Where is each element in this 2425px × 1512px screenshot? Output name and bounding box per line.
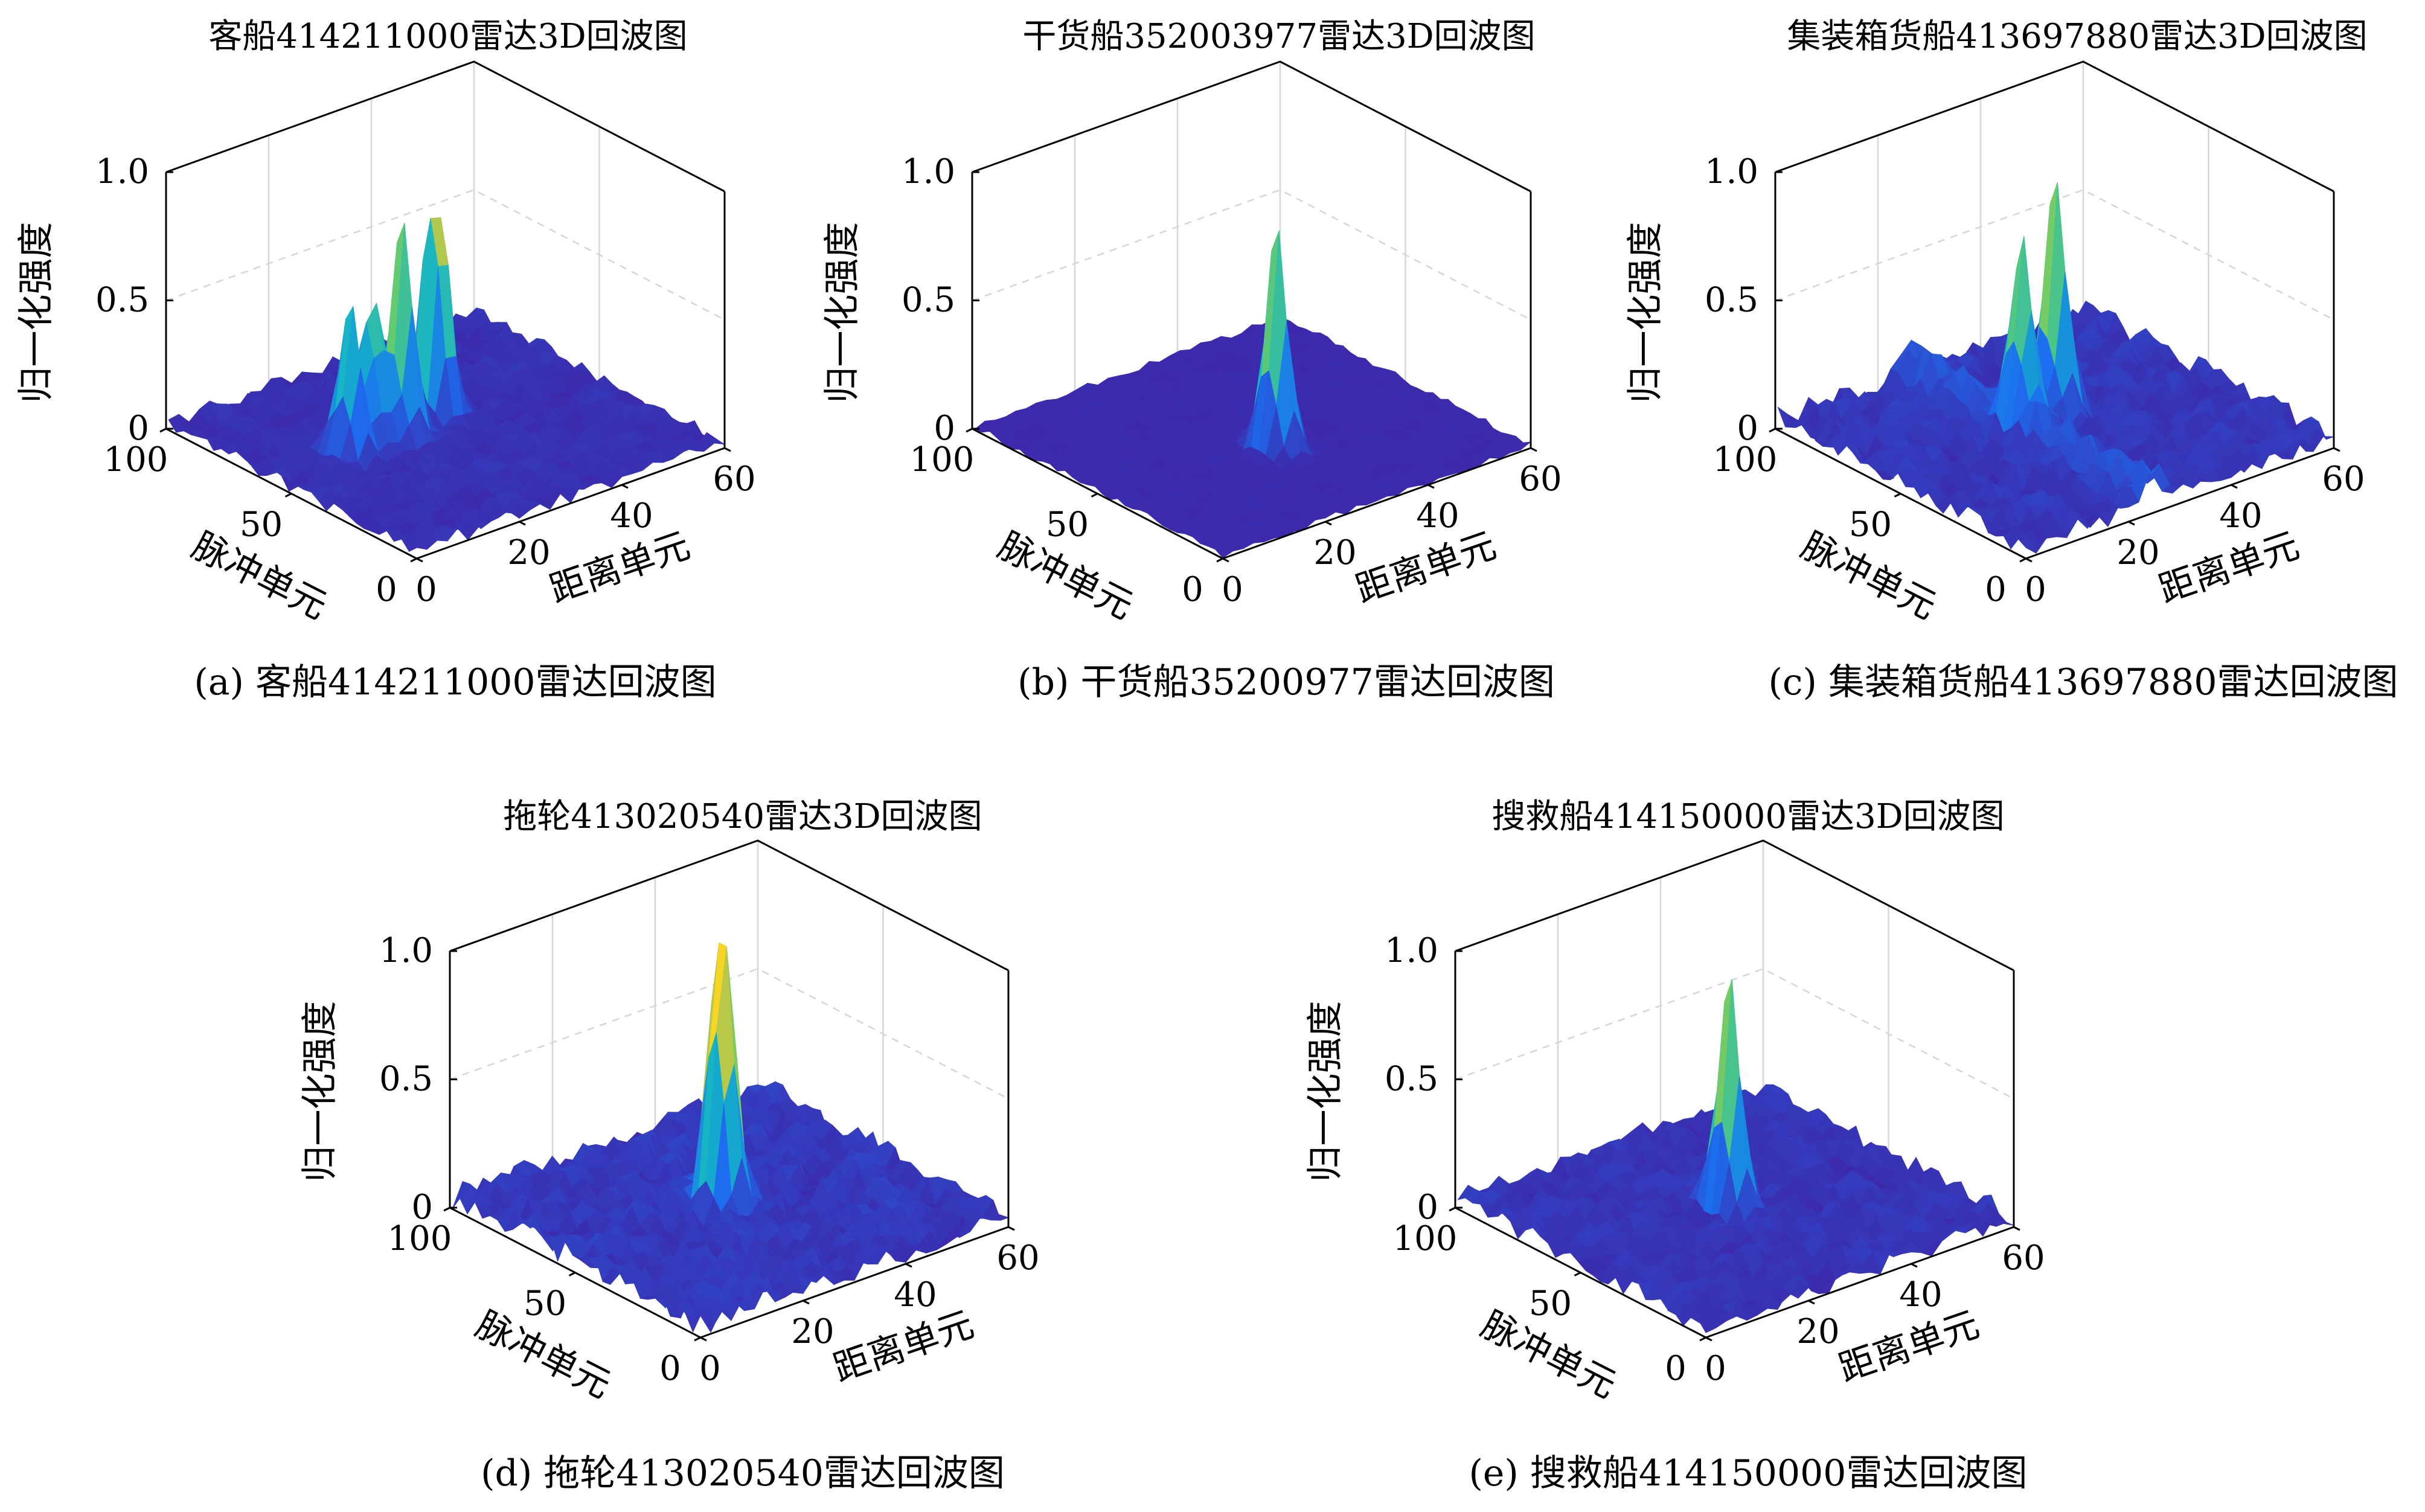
y-tick-label: 50 <box>1046 505 1089 545</box>
z-tick-label: 0 <box>1737 409 1758 448</box>
chart-title: 干货船352003977雷达3D回波图 <box>1022 17 1535 56</box>
z-tick-label: 1.0 <box>95 152 149 191</box>
y-tick-label: 0 <box>1182 570 1203 609</box>
z-tick-label: 0.5 <box>902 281 955 320</box>
x-tick-label: 0 <box>699 1349 721 1388</box>
x-tick-label: 60 <box>713 460 755 499</box>
z-tick-label: 1.0 <box>1705 152 1758 191</box>
box-top-edge <box>450 841 1008 970</box>
x-tick-label: 0 <box>2025 570 2046 609</box>
y-tick-label: 0 <box>659 1349 681 1388</box>
x-tick-label: 40 <box>894 1275 937 1315</box>
chart-panel-3: 集装箱货船413697880雷达3D回波图020406005010000.51.… <box>1624 17 2398 703</box>
z-tick-label: 1.0 <box>379 931 433 970</box>
x-tick-label: 0 <box>415 570 437 609</box>
x-tick-label: 20 <box>1313 533 1356 572</box>
x-tick <box>906 1264 912 1267</box>
z-axis-label: 归一化强度 <box>299 1001 341 1182</box>
z-tick-label: 0.5 <box>95 281 149 320</box>
box-top-edge <box>166 62 725 191</box>
y-tick <box>1769 429 1775 432</box>
panel-caption: (b) 干货船35200977雷达回波图 <box>1017 661 1555 703</box>
x-tick-label: 60 <box>996 1238 1039 1278</box>
z-tick-label: 0 <box>127 409 149 448</box>
y-tick <box>2020 559 2026 562</box>
x-tick <box>725 448 731 451</box>
x-tick-label: 20 <box>791 1312 834 1351</box>
grid-line <box>972 190 1531 320</box>
panel-caption: (c) 集装箱货船413697880雷达回波图 <box>1768 661 2398 703</box>
z-axis-label: 归一化强度 <box>821 222 863 403</box>
x-tick <box>519 522 525 525</box>
y-tick <box>966 429 972 432</box>
x-axis-label: 距离单元 <box>828 1303 979 1390</box>
x-tick <box>1428 485 1434 488</box>
chart-panel-4: 拖轮413020540雷达3D回波图020406005010000.51.0距离… <box>299 797 1040 1494</box>
y-tick <box>694 1337 700 1341</box>
x-tick <box>1325 522 1331 525</box>
x-tick <box>1223 559 1229 562</box>
x-tick <box>622 485 628 488</box>
x-tick <box>2129 522 2135 525</box>
z-tick-label: 1.0 <box>902 152 955 191</box>
y-tick-label: 50 <box>1849 505 1892 545</box>
y-tick <box>1895 494 1901 497</box>
y-tick-label: 0 <box>1985 570 2007 609</box>
z-axis-label: 归一化强度 <box>1624 222 1667 403</box>
x-axis-label: 距离单元 <box>1351 524 1502 611</box>
x-tick <box>803 1301 809 1304</box>
y-tick <box>444 1208 450 1211</box>
y-tick <box>160 429 166 432</box>
box-top-edge <box>1775 62 2334 191</box>
z-tick-label: 0 <box>934 409 955 448</box>
y-tick <box>286 494 292 497</box>
chart-panel-5: 搜救船414150000雷达3D回波图020406005010000.51.0距… <box>1304 797 2045 1494</box>
x-tick <box>1008 1227 1014 1230</box>
box-top-edge <box>972 62 1531 191</box>
surface-patch <box>572 362 589 371</box>
panel-caption: (d) 拖轮413020540雷达回波图 <box>481 1452 1005 1494</box>
z-tick-label: 0 <box>411 1188 433 1227</box>
x-tick <box>2231 485 2237 488</box>
x-tick-label: 40 <box>2219 496 2262 536</box>
y-tick <box>411 559 417 562</box>
x-axis-label: 距离单元 <box>545 524 696 611</box>
y-tick <box>1092 494 1098 497</box>
x-tick-label: 40 <box>610 496 653 536</box>
x-axis-label: 距离单元 <box>2154 524 2305 611</box>
chart-title: 集装箱货船413697880雷达3D回波图 <box>1787 17 2367 56</box>
x-tick <box>700 1337 706 1341</box>
x-tick-label: 0 <box>1222 570 1243 609</box>
z-axis-label: 归一化强度 <box>15 222 57 403</box>
panel-caption: (a) 客船414211000雷达回波图 <box>194 661 716 703</box>
x-tick-label: 60 <box>1519 460 1562 499</box>
x-tick-label: 20 <box>2116 533 2159 572</box>
chart-title: 搜救船414150000雷达3D回波图 <box>1491 797 2004 836</box>
y-tick-label: 50 <box>524 1284 566 1324</box>
x-tick <box>2334 448 2340 451</box>
surface <box>452 943 1008 1332</box>
chart-title: 客船414211000雷达3D回波图 <box>208 17 687 56</box>
y-tick <box>569 1273 575 1276</box>
chart-panel-2: 干货船352003977雷达3D回波图020406005010000.51.0距… <box>821 17 1562 703</box>
y-tick-label: 0 <box>376 570 397 609</box>
y-tick <box>1217 559 1223 562</box>
chart-panel-1: 客船414211000雷达3D回波图020406005010000.51.0距离… <box>15 17 756 703</box>
z-tick-label: 0.5 <box>379 1060 433 1099</box>
x-tick <box>2026 559 2032 562</box>
x-tick-label: 20 <box>507 533 550 572</box>
x-tick <box>417 559 423 562</box>
chart-title: 拖轮413020540雷达3D回波图 <box>503 797 982 836</box>
y-tick-label: 50 <box>240 505 283 545</box>
x-tick <box>1531 448 1537 451</box>
x-tick-label: 40 <box>1416 496 1459 536</box>
z-tick-label: 0.5 <box>1705 281 1758 320</box>
x-tick-label: 60 <box>2322 460 2365 499</box>
